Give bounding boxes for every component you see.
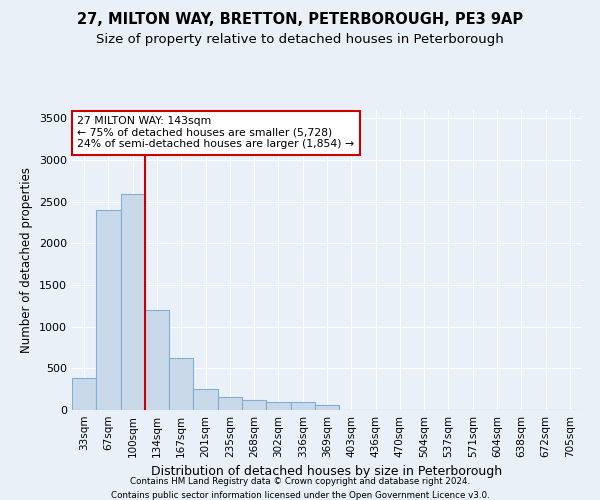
Text: Contains HM Land Registry data © Crown copyright and database right 2024.: Contains HM Land Registry data © Crown c…: [130, 478, 470, 486]
Bar: [290, 402, 315, 410]
X-axis label: Distribution of detached houses by size in Peterborough: Distribution of detached houses by size …: [151, 466, 503, 478]
Bar: [266, 402, 290, 410]
Text: 27, MILTON WAY, BRETTON, PETERBOROUGH, PE3 9AP: 27, MILTON WAY, BRETTON, PETERBOROUGH, P…: [77, 12, 523, 28]
Text: Contains public sector information licensed under the Open Government Licence v3: Contains public sector information licen…: [110, 491, 490, 500]
Bar: [72, 378, 96, 410]
Text: Size of property relative to detached houses in Peterborough: Size of property relative to detached ho…: [96, 32, 504, 46]
Y-axis label: Number of detached properties: Number of detached properties: [20, 167, 34, 353]
Bar: [242, 400, 266, 410]
Bar: [193, 389, 218, 410]
Bar: [145, 310, 169, 410]
Bar: [121, 194, 145, 410]
Text: 27 MILTON WAY: 143sqm
← 75% of detached houses are smaller (5,728)
24% of semi-d: 27 MILTON WAY: 143sqm ← 75% of detached …: [77, 116, 354, 149]
Bar: [315, 405, 339, 410]
Bar: [218, 397, 242, 410]
Bar: [169, 358, 193, 410]
Bar: [96, 210, 121, 410]
